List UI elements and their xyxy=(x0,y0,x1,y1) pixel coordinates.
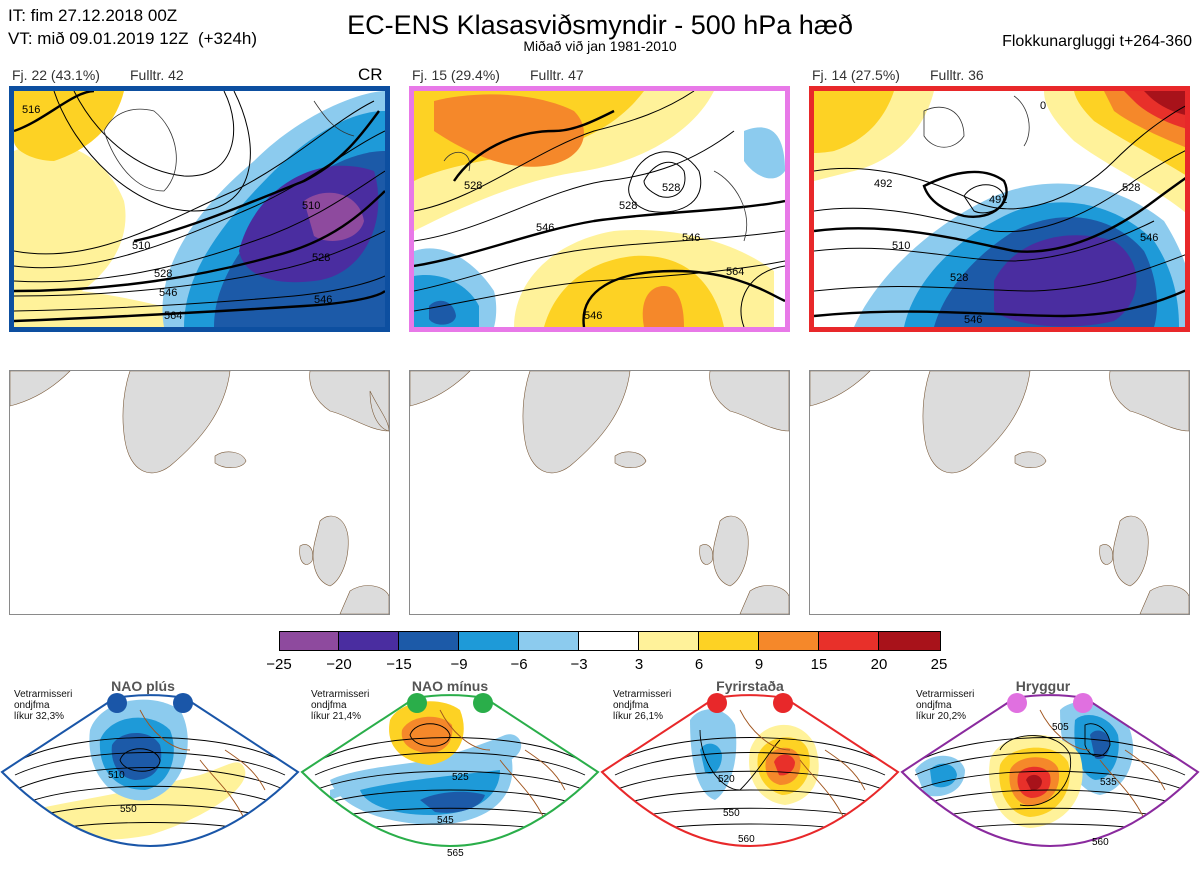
colorbar-cell-5 xyxy=(579,631,639,651)
panel-1-count: Fj. 22 (43.1%) xyxy=(12,67,100,83)
header-info: IT: fim 27.12.2018 00Z VT: mið 09.01.2019… xyxy=(8,4,257,50)
p3-label-7: 0 xyxy=(1040,100,1046,112)
p1-label-2: 528 xyxy=(154,268,172,280)
regime-3-label-2: 560 xyxy=(738,834,755,845)
p1-label-0: 510 xyxy=(132,240,150,252)
cluster-map-1: 510 510 528 546 564 528 546 516 xyxy=(9,86,390,332)
p2-label-2: 528 xyxy=(619,200,637,212)
panel-2-rep: Fulltr. 47 xyxy=(530,67,584,83)
colorbar-cell-2 xyxy=(399,631,459,651)
regime-2-label-1: 545 xyxy=(437,815,454,826)
p1-label-5: 528 xyxy=(312,252,330,264)
regime-1-title: NAO plús xyxy=(111,678,175,694)
colorbar-cell-4 xyxy=(519,631,579,651)
p2-label-6: 546 xyxy=(584,310,602,322)
colorbar-tick-10: 20 xyxy=(870,656,888,673)
page-title: EC-ENS Klasasviðsmyndir - 500 hPa hæð xyxy=(347,10,853,40)
regime-4-note: Vetrarmisseri ondjfma líkur 20,2% xyxy=(916,689,975,722)
colorbar-tick-3: −9 xyxy=(450,656,468,673)
colorbar-tick-4: −6 xyxy=(510,656,528,673)
colorbar-tick-7: 6 xyxy=(694,656,704,673)
regime-1-label-1: 550 xyxy=(120,804,137,815)
panel-1-tag: CR xyxy=(358,65,383,84)
p2-label-4: 546 xyxy=(682,232,700,244)
p2-label-3: 564 xyxy=(726,266,744,278)
page-subtitle: Miðað við jan 1981-2010 xyxy=(523,38,677,54)
regime-1-note: Vetrarmisseri ondjfma líkur 32,3% xyxy=(14,689,73,722)
p3-label-0: 492 xyxy=(874,178,892,190)
regime-4-marker-left xyxy=(1007,693,1027,713)
colorbar xyxy=(279,631,941,651)
colorbar-tick-2: −15 xyxy=(386,656,412,673)
p3-label-2: 510 xyxy=(892,240,910,252)
p2-label-0: 528 xyxy=(464,180,482,192)
colorbar-cell-8 xyxy=(759,631,819,651)
regime-1-label-0: 510 xyxy=(108,770,125,781)
p1-label-7: 516 xyxy=(22,104,40,116)
colorbar-cell-6 xyxy=(639,631,699,651)
colorbar-tick-6: 3 xyxy=(634,656,644,673)
regime-2-label-2: 565 xyxy=(447,848,464,859)
regime-1-frame xyxy=(0,694,300,847)
regime-2-title: NAO mínus xyxy=(411,678,489,694)
regime-3-label-1: 550 xyxy=(723,808,740,819)
regime-3-marker-right xyxy=(773,693,793,713)
p3-label-4: 528 xyxy=(1122,182,1140,194)
colorbar-tick-0: −25 xyxy=(266,656,292,673)
regime-3-note: Vetrarmisseri ondjfma líkur 26,1% xyxy=(613,689,672,722)
p1-label-6: 546 xyxy=(314,294,332,306)
regime-1-marker-right xyxy=(173,693,193,713)
colorbar-tick-5: −3 xyxy=(570,656,588,673)
blank-map-3 xyxy=(809,370,1190,615)
colorbar-cell-0 xyxy=(279,631,339,651)
colorbar-tick-11: 25 xyxy=(930,656,948,673)
regime-4-title: Hryggur xyxy=(1015,678,1071,694)
regime-maps: 510 550 525 545 565 xyxy=(0,693,1200,859)
cluster-map-3: 492 492 510 528 528 546 546 0 xyxy=(809,86,1190,332)
regime-4-label-2: 560 xyxy=(1092,837,1109,848)
regime-2-note: Vetrarmisseri ondjfma líkur 21,4% xyxy=(311,689,370,722)
regime-4-label-0: 505 xyxy=(1052,722,1069,733)
init-time: IT: fim 27.12.2018 00Z xyxy=(8,6,178,25)
p3-label-3: 528 xyxy=(950,272,968,284)
panel-3-count: Fj. 14 (27.5%) xyxy=(812,67,900,83)
blank-map-1 xyxy=(9,370,390,615)
blank-map-2 xyxy=(409,370,790,615)
p1-label-1: 510 xyxy=(302,200,320,212)
p2-label-1: 546 xyxy=(536,222,554,234)
regime-2-marker-right xyxy=(473,693,493,713)
regime-4-marker-right xyxy=(1073,693,1093,713)
regime-2-label-0: 525 xyxy=(452,772,469,783)
colorbar-tick-8: 9 xyxy=(754,656,764,673)
colorbar-cell-1 xyxy=(339,631,399,651)
regime-4-frame xyxy=(900,694,1200,847)
regime-3-marker-left xyxy=(707,693,727,713)
classification-window: Flokkunargluggi t+264-360 xyxy=(1002,33,1192,50)
colorbar-tick-1: −20 xyxy=(326,656,352,673)
p1-label-3: 546 xyxy=(159,287,177,299)
panel-2-count: Fj. 15 (29.4%) xyxy=(412,67,500,83)
p3-label-6: 546 xyxy=(964,314,982,326)
p3-label-5: 546 xyxy=(1140,232,1158,244)
p3-label-1: 492 xyxy=(989,194,1007,206)
valid-time: VT: mið 09.01.2019 12Z (+324h) xyxy=(8,29,258,48)
colorbar-cell-9 xyxy=(819,631,879,651)
colorbar-tick-9: 15 xyxy=(810,656,828,673)
cluster-map-2: 528 546 528 564 546 528 546 xyxy=(409,86,790,332)
panel-1-rep: Fulltr. 42 xyxy=(130,67,184,83)
panel-3-rep: Fulltr. 36 xyxy=(930,67,984,83)
colorbar-cell-7 xyxy=(699,631,759,651)
colorbar-cell-3 xyxy=(459,631,519,651)
regime-3-title: Fyrirstaða xyxy=(716,678,784,694)
p1-label-4: 564 xyxy=(164,310,182,322)
regime-4-label-1: 535 xyxy=(1100,777,1117,788)
regime-1-marker-left xyxy=(107,693,127,713)
regime-3-frame xyxy=(600,694,900,847)
p2-label-5: 528 xyxy=(662,182,680,194)
regime-2-marker-left xyxy=(407,693,427,713)
regime-2-frame xyxy=(300,694,600,847)
regime-3-label-0: 520 xyxy=(718,774,735,785)
colorbar-cell-10 xyxy=(879,631,941,651)
